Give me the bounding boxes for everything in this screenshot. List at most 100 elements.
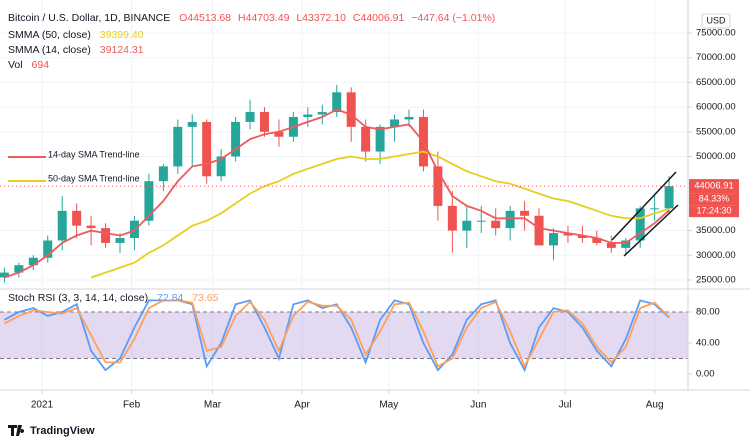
y-tick-label: 0.00 (696, 369, 715, 380)
logo (8, 425, 25, 436)
candle-body (216, 156, 226, 177)
x-tick-label: Mar (204, 400, 222, 411)
legend-value: 39124.31 (100, 44, 144, 56)
candle-body (534, 215, 544, 246)
candle-body (433, 166, 443, 206)
candle-body (549, 233, 558, 246)
candle-body (664, 186, 674, 209)
ohlc-readout: −447.64 (−1.01%) (411, 12, 495, 24)
last-price-label: 44006.91 (694, 181, 734, 192)
candle-body (447, 205, 457, 231)
legend-name: Vol (8, 59, 23, 71)
candle-body (505, 210, 515, 229)
candle-body (231, 121, 241, 157)
candle-body (404, 116, 414, 120)
oscillator-legend[interactable]: Stoch RSI (3, 3, 14, 14, close) 72.84 73… (8, 292, 219, 304)
legend-entry[interactable]: SMMA (50, close) 39399.40 (8, 29, 144, 41)
legend-name: Stoch RSI (3, 3, 14, 14, close) (8, 292, 148, 304)
oscillator-pane (0, 290, 688, 388)
header: Bitcoin / U.S. Dollar, 1D, BINANCE O4451… (8, 12, 495, 24)
y-tick-label: 35000.00 (696, 225, 736, 236)
candle-body (390, 119, 400, 127)
x-tick-label: Feb (123, 400, 141, 411)
candle-body (303, 114, 313, 117)
y-tick-label: 80.00 (696, 307, 720, 318)
channel-upper (611, 171, 677, 241)
y-tick-label: 75000.00 (696, 28, 736, 39)
y-tick-label: 40.00 (696, 338, 720, 349)
candle-body (274, 131, 284, 137)
series-line (4, 108, 670, 279)
legend-value: 72.84 (157, 292, 183, 304)
change-label: 84.33% (699, 193, 730, 203)
candle-body (28, 257, 38, 266)
candle-body (621, 240, 631, 248)
y-tick-label: 65000.00 (696, 77, 736, 88)
series-line (90, 150, 670, 279)
candle-body (476, 220, 486, 222)
x-tick-label: May (379, 400, 398, 411)
candle-body (332, 92, 342, 113)
x-tick-label: Apr (294, 400, 310, 411)
x-tick-label: Jun (470, 400, 486, 411)
legend-entry[interactable]: Vol 694 (8, 59, 49, 71)
change-box (689, 193, 739, 206)
candle-body (361, 126, 371, 152)
candle-body (317, 112, 327, 115)
axes: 25000.00 30000.00 35000.00 50000.00 55000.00… (31, 28, 739, 411)
candle-body (57, 210, 67, 241)
legend-entry[interactable]: SMMA (14, close) 39124.31 (8, 44, 144, 56)
candle-body (86, 225, 96, 229)
x-tick-label: Aug (646, 400, 664, 411)
legend-name: SMMA (14, close) (8, 44, 91, 56)
band-fill (0, 312, 688, 359)
x-tick-label: 2021 (31, 400, 54, 411)
legend-name: SMMA (50, close) (8, 29, 91, 41)
candle-body (72, 210, 82, 226)
footer-brand[interactable]: TradingView (30, 425, 95, 437)
y-tick-label: 55000.00 (696, 126, 736, 137)
candle-body (592, 238, 602, 243)
ohlc-readout: H44703.49 (238, 12, 290, 24)
annotation: 50-day SMA Trend-line (48, 173, 140, 183)
ohlc-readout: L43372.10 (296, 12, 346, 24)
candle-body (650, 208, 660, 210)
y-tick-label: 70000.00 (696, 52, 736, 63)
currency: USD (706, 15, 726, 25)
candle-body (375, 126, 385, 152)
candle-body (260, 112, 269, 132)
symbol-title: Bitcoin / U.S. Dollar, 1D, BINANCE (8, 12, 170, 24)
legend-value: 39399.40 (100, 29, 144, 41)
countdown-box (689, 205, 739, 218)
ohlc-readout: C44006.91 (353, 12, 405, 24)
y-tick-label: 25000.00 (696, 275, 736, 286)
candle-body (520, 210, 530, 216)
channel-lower (623, 204, 679, 257)
candle-body (563, 233, 573, 236)
last-price-box (689, 179, 739, 194)
candle-body (115, 238, 125, 243)
candle-body (346, 92, 356, 127)
candle-body (158, 166, 168, 182)
series-line (3, 299, 670, 369)
legend-value: 73.65 (192, 292, 218, 304)
legend-value: 694 (32, 59, 50, 71)
y-tick-label: 50000.00 (696, 151, 736, 162)
candle-body (491, 220, 501, 229)
y-tick-label: 30000.00 (696, 250, 736, 261)
countdown-label: 17:24:30 (696, 205, 731, 215)
candle-body (462, 220, 472, 231)
annotation: 14-day SMA Trend-line (48, 149, 140, 159)
candle-body (606, 242, 616, 248)
price-pane (0, 0, 688, 288)
currency-badge[interactable] (701, 13, 731, 29)
candle-body (173, 126, 183, 167)
candle-body (635, 208, 645, 241)
candle-body (101, 228, 111, 243)
candle-body (202, 121, 212, 177)
candle-body (43, 240, 53, 258)
candle-body (577, 235, 587, 239)
candle-body (187, 121, 197, 127)
